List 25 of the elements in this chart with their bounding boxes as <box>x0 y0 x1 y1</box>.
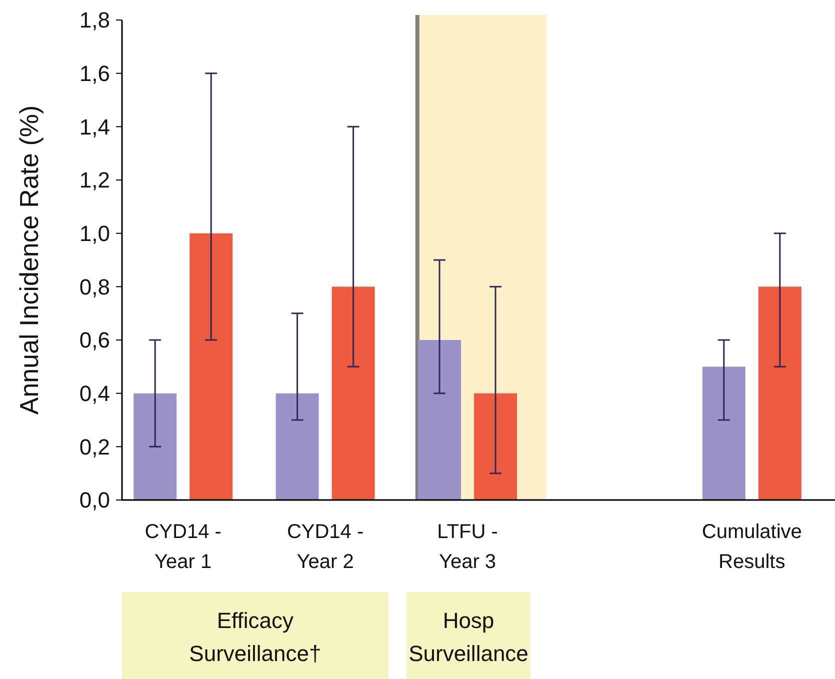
y-tick-label: 1,4 <box>79 114 110 140</box>
bar <box>418 340 461 500</box>
text: Efficacy Surveillance† <box>189 608 322 666</box>
y-tick-label: 0,0 <box>79 488 110 513</box>
bar <box>702 366 746 500</box>
bar <box>134 393 177 500</box>
y-tick-label: 0,6 <box>79 328 110 353</box>
text: Hosp Surveillance <box>408 608 528 666</box>
x-tick-label: Cumulative Results <box>702 521 802 573</box>
x-tick-label: CYD14 - Year 2 <box>286 521 364 573</box>
y-tick-label: 1,8 <box>79 8 110 33</box>
bar <box>190 233 233 500</box>
bar <box>474 393 517 500</box>
y-tick-label: 0,4 <box>79 381 110 406</box>
x-tick-label: CYD14 - Year 1 <box>144 521 222 573</box>
y-tick-label: 1,6 <box>79 61 110 86</box>
y-tick-label: 0,8 <box>79 274 110 300</box>
y-tick-label: 0,2 <box>79 434 110 460</box>
bar <box>276 393 319 500</box>
x-tick-label: LTFU - Year 3 <box>437 521 498 573</box>
y-axis-title: Annual Incidence Rate (%) <box>14 105 44 415</box>
bar <box>758 286 802 500</box>
y-tick-label: 1,2 <box>79 168 110 193</box>
bar <box>332 286 375 500</box>
y-tick-label: 1,0 <box>79 221 110 246</box>
